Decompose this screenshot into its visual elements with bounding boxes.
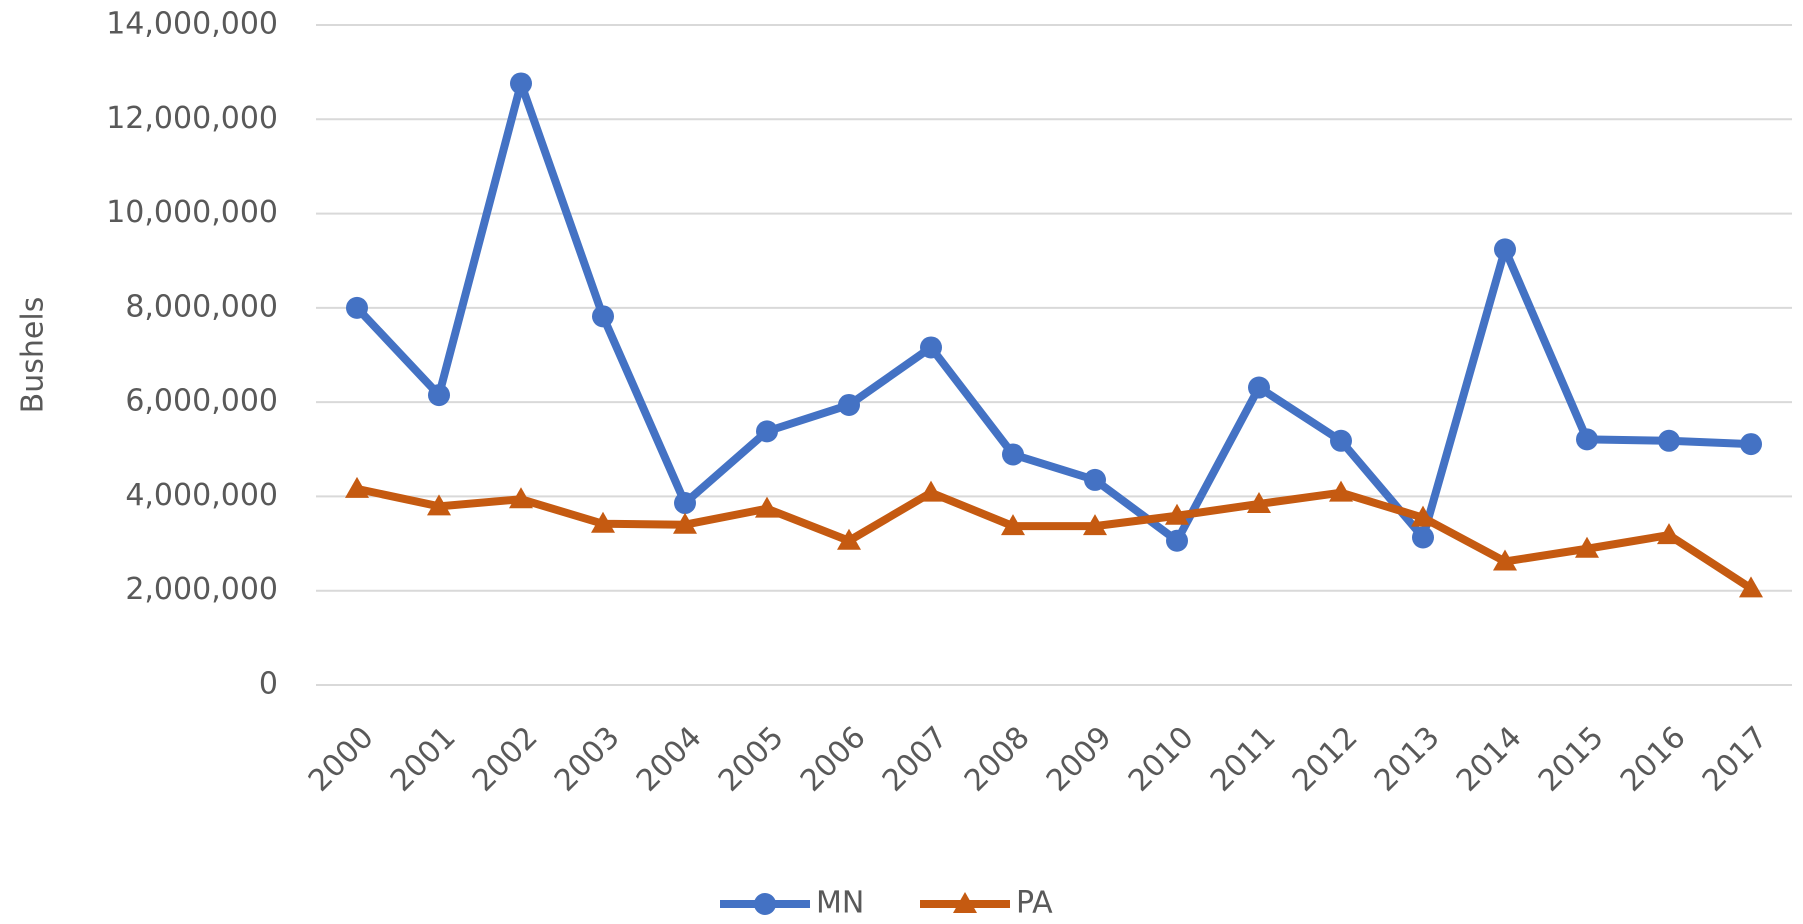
data-point <box>1494 238 1516 261</box>
y-tick-label: 12,000,000 <box>106 101 278 136</box>
x-tick-label: 2012 <box>1286 720 1365 799</box>
data-point <box>591 511 615 533</box>
data-point <box>1083 514 1107 536</box>
x-tick-label: 2014 <box>1450 720 1529 799</box>
data-point <box>1330 429 1352 452</box>
x-tick-label: 2004 <box>630 720 709 799</box>
data-point <box>674 492 696 515</box>
x-tick-label: 2007 <box>876 720 955 799</box>
data-point <box>837 528 861 550</box>
data-point <box>1412 526 1434 549</box>
data-point <box>1166 529 1188 552</box>
y-tick-label: 8,000,000 <box>125 289 278 324</box>
data-point <box>920 336 942 359</box>
y-axis-label: Bushels <box>16 297 51 414</box>
x-tick-label: 2015 <box>1532 720 1611 799</box>
series-line <box>354 79 1752 545</box>
series-line <box>356 484 1754 592</box>
legend-marker <box>754 893 776 915</box>
data-point <box>1084 468 1106 491</box>
x-tick-label: 2000 <box>302 720 381 799</box>
y-tick-label: 2,000,000 <box>125 572 278 607</box>
data-point <box>919 480 943 502</box>
x-tick-label: 2009 <box>1040 720 1119 799</box>
data-point <box>838 393 860 416</box>
y-tick-label: 4,000,000 <box>125 478 278 513</box>
data-point <box>509 487 533 509</box>
data-point <box>1576 428 1598 451</box>
data-point <box>1411 505 1435 527</box>
data-point <box>755 496 779 518</box>
legend-label: MN <box>816 886 864 921</box>
data-point <box>1248 376 1270 399</box>
x-tick-label: 2001 <box>384 720 463 799</box>
data-point <box>1575 536 1599 558</box>
x-tick-label: 2013 <box>1368 720 1447 799</box>
y-tick-label: 6,000,000 <box>125 384 278 419</box>
y-tick-label: 14,000,000 <box>106 7 278 42</box>
data-point <box>1739 576 1763 598</box>
data-point <box>510 72 532 95</box>
data-point <box>428 384 450 407</box>
data-point <box>1247 491 1271 513</box>
data-point <box>1001 514 1025 536</box>
legend-label: PA <box>1016 886 1053 921</box>
legend-marker <box>953 892 977 913</box>
x-tick-label: 2010 <box>1122 720 1201 799</box>
data-point <box>1740 433 1762 456</box>
data-point <box>346 296 368 319</box>
x-tick-label: 2017 <box>1696 720 1775 799</box>
x-tick-label: 2016 <box>1614 720 1693 799</box>
x-tick-label: 2003 <box>548 720 627 799</box>
y-tick-label: 0 <box>259 667 278 702</box>
x-tick-label: 2005 <box>712 720 791 799</box>
y-tick-label: 10,000,000 <box>106 195 278 230</box>
x-tick-label: 2008 <box>958 720 1037 799</box>
x-tick-label: 2006 <box>794 720 873 799</box>
data-point <box>1658 429 1680 452</box>
data-point <box>592 305 614 328</box>
data-point <box>673 512 697 534</box>
data-point <box>1493 549 1517 571</box>
data-point <box>1657 523 1681 545</box>
data-point <box>1329 480 1353 502</box>
x-tick-label: 2011 <box>1204 720 1283 799</box>
data-point <box>1165 503 1189 525</box>
data-point <box>1002 443 1024 466</box>
x-tick-label: 2002 <box>466 720 545 799</box>
data-point <box>756 420 778 443</box>
data-point <box>345 476 369 498</box>
data-point <box>427 494 451 516</box>
